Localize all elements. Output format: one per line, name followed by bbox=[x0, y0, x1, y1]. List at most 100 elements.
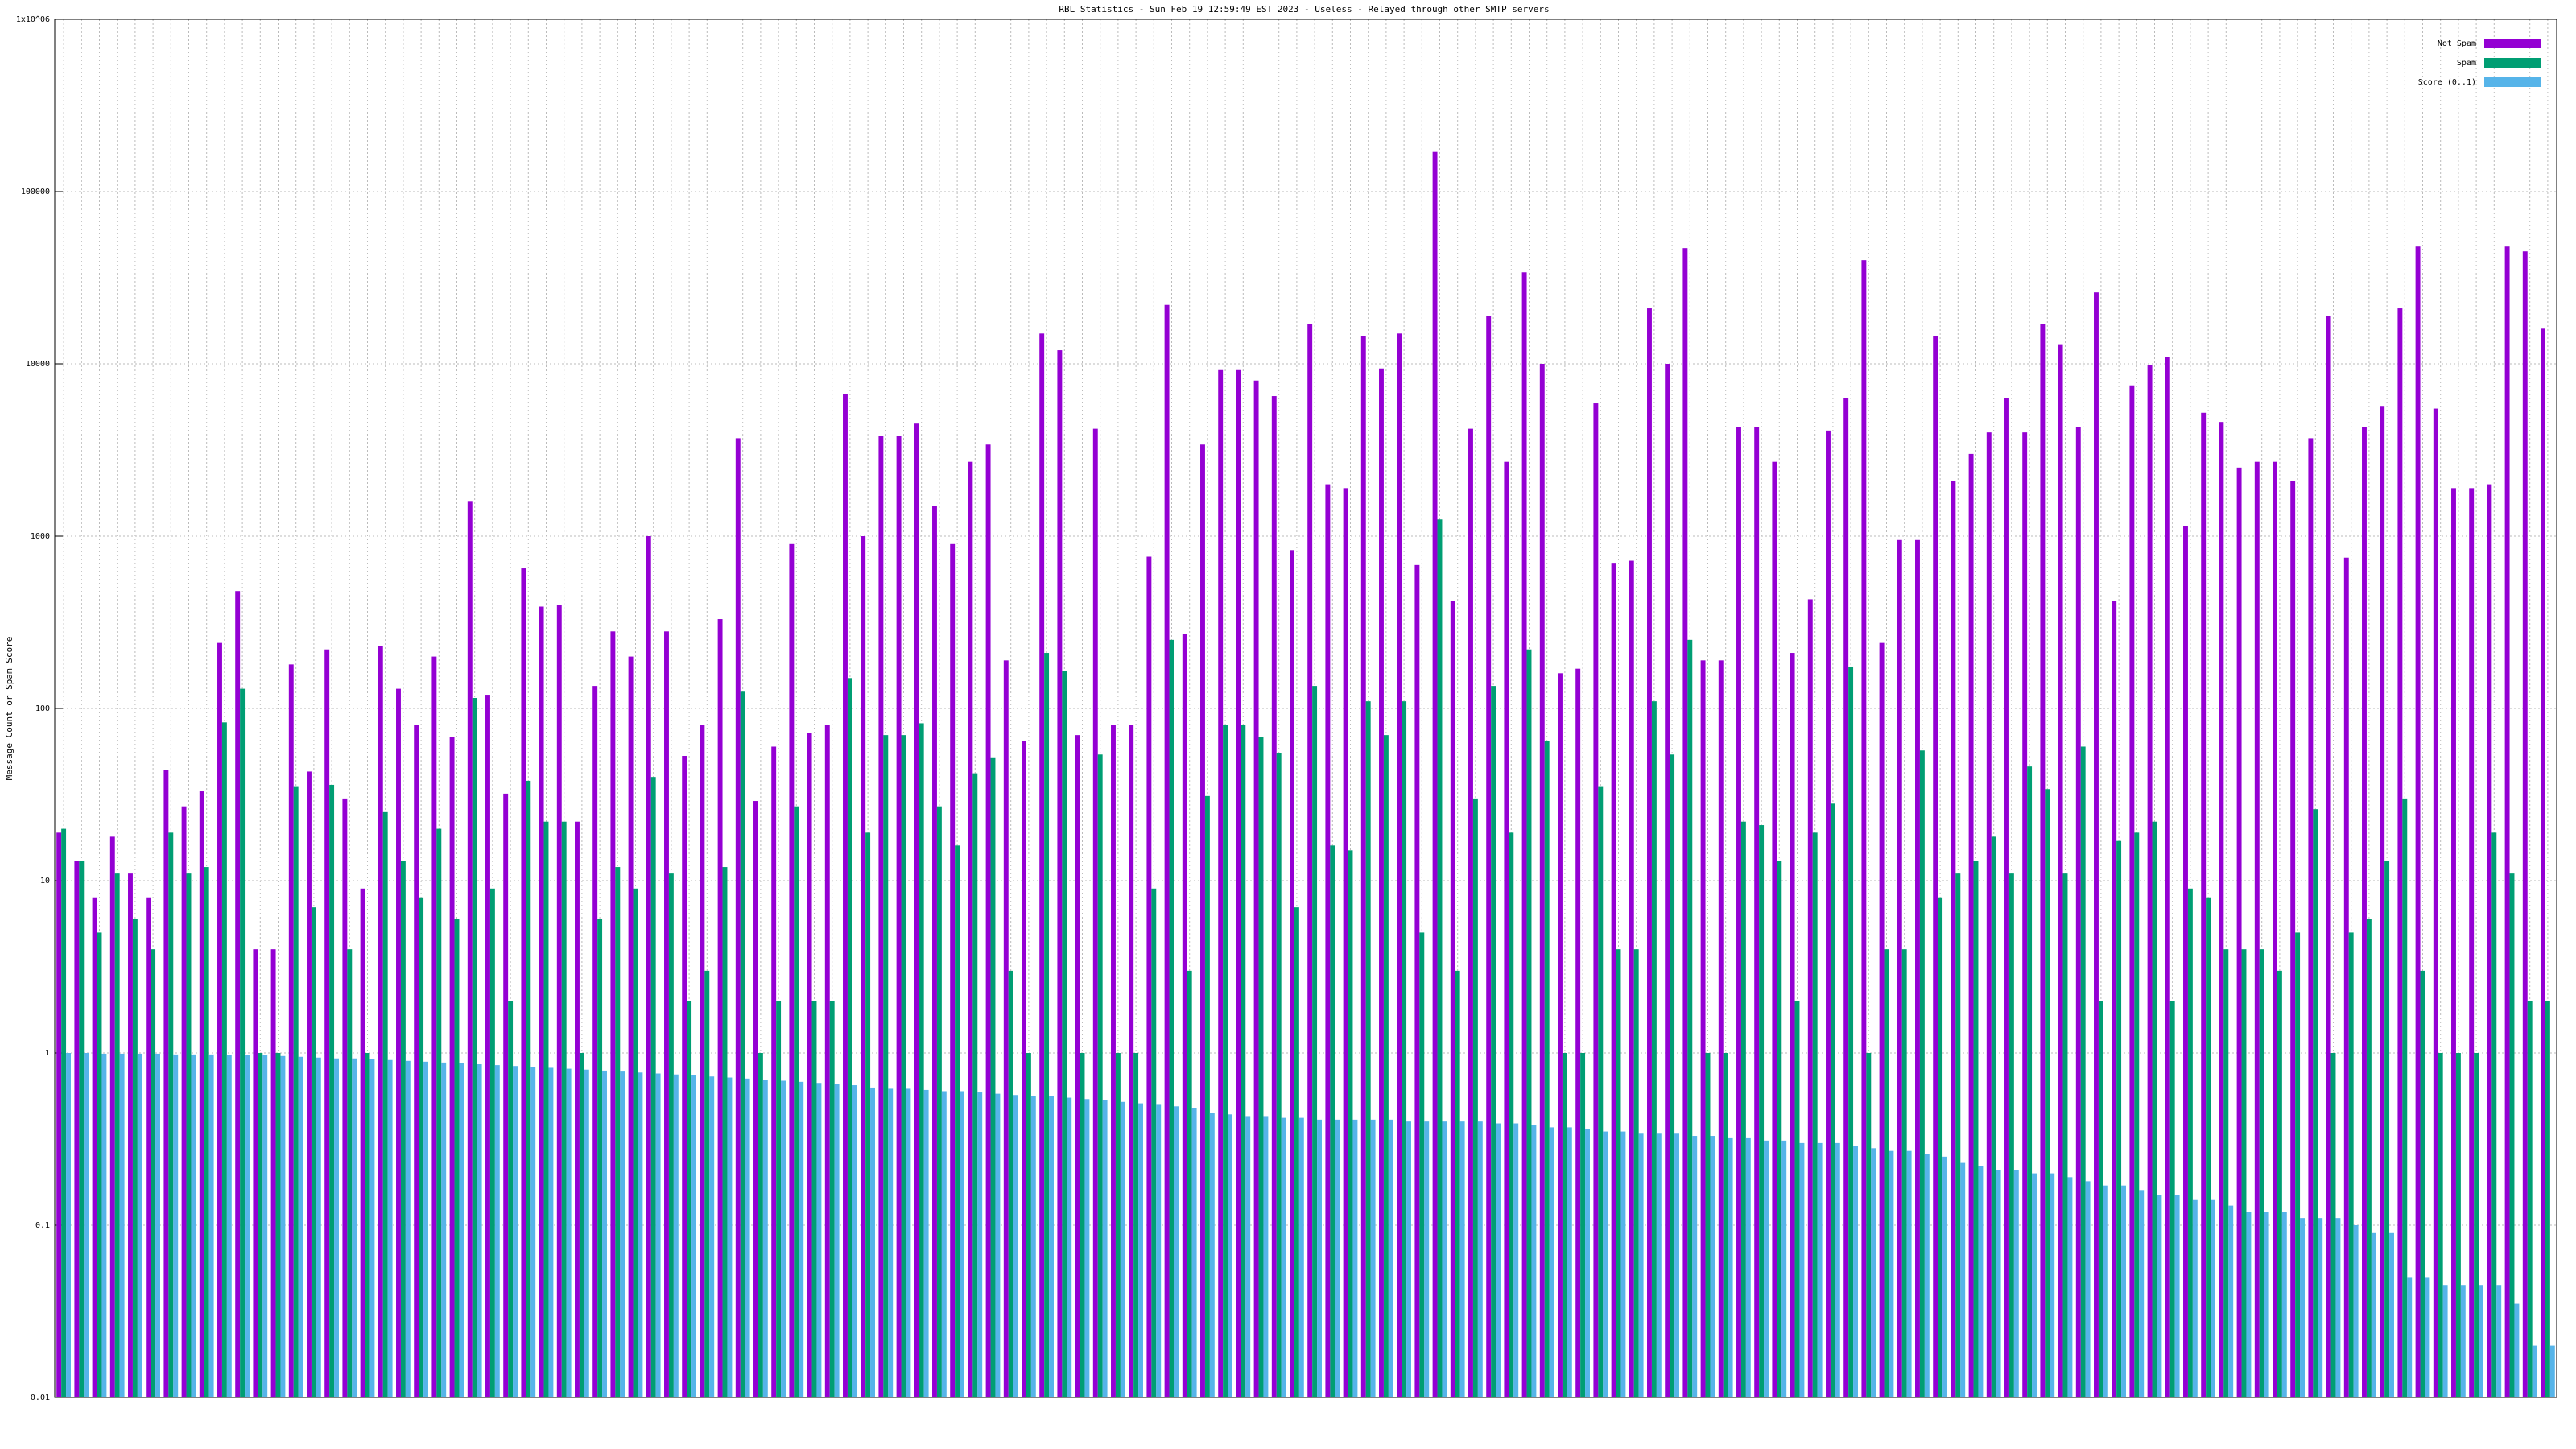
bar bbox=[1665, 364, 1670, 1397]
bar bbox=[2371, 1232, 2376, 1397]
bar bbox=[1312, 686, 1318, 1397]
bar bbox=[1790, 653, 1795, 1397]
bar bbox=[1191, 1108, 1197, 1397]
bar bbox=[270, 949, 276, 1397]
bar bbox=[579, 1053, 584, 1397]
bar bbox=[2420, 970, 2425, 1397]
bar bbox=[650, 777, 656, 1397]
bar bbox=[1003, 660, 1009, 1397]
bar bbox=[1057, 350, 1063, 1398]
bar bbox=[2496, 1285, 2502, 1397]
bar bbox=[414, 724, 419, 1397]
bar bbox=[2219, 422, 2224, 1397]
bar bbox=[1477, 1121, 1483, 1397]
bar bbox=[1915, 539, 1920, 1398]
bar bbox=[1728, 1137, 1733, 1397]
bar bbox=[1938, 897, 1943, 1397]
bar bbox=[1901, 949, 1907, 1397]
bar bbox=[776, 1001, 782, 1397]
bar bbox=[382, 811, 388, 1397]
bar bbox=[2442, 1285, 2448, 1397]
bar bbox=[2455, 1053, 2461, 1397]
bar bbox=[245, 1055, 250, 1397]
bar bbox=[1585, 1129, 1590, 1397]
bar bbox=[2058, 344, 2063, 1398]
bar bbox=[861, 536, 866, 1397]
bar bbox=[1799, 1142, 1805, 1397]
bar bbox=[2085, 1181, 2091, 1397]
y-tick-label: 1x10^06 bbox=[16, 15, 50, 24]
bar bbox=[1682, 248, 1688, 1398]
bar bbox=[1651, 701, 1657, 1397]
bar bbox=[56, 832, 62, 1397]
bar bbox=[2397, 308, 2403, 1398]
bar bbox=[2032, 1173, 2037, 1397]
bar bbox=[2504, 246, 2510, 1398]
bar bbox=[847, 678, 852, 1397]
bar bbox=[186, 873, 192, 1397]
bar bbox=[472, 698, 477, 1397]
bar bbox=[387, 1059, 393, 1397]
bar bbox=[727, 1077, 733, 1397]
bar bbox=[449, 737, 455, 1397]
bar bbox=[2402, 798, 2408, 1397]
bar bbox=[556, 605, 562, 1397]
bar bbox=[1817, 1142, 1823, 1397]
bar bbox=[513, 1066, 518, 1397]
bar bbox=[1740, 821, 1746, 1397]
bar bbox=[226, 1055, 232, 1397]
bar bbox=[1039, 333, 1045, 1398]
bar bbox=[1705, 1053, 1711, 1397]
bar bbox=[735, 438, 741, 1398]
bar bbox=[494, 1065, 500, 1397]
bar bbox=[2277, 970, 2282, 1397]
bar bbox=[1379, 368, 1384, 1398]
bar bbox=[2433, 408, 2438, 1397]
bar bbox=[293, 786, 299, 1397]
bar bbox=[668, 873, 674, 1397]
bar bbox=[1772, 461, 1777, 1397]
bar bbox=[1472, 798, 1478, 1397]
bar bbox=[1580, 1053, 1586, 1397]
bar bbox=[467, 501, 473, 1397]
bar bbox=[2022, 432, 2028, 1397]
bar bbox=[1468, 428, 1473, 1397]
bar bbox=[709, 1076, 715, 1397]
bar bbox=[543, 821, 549, 1397]
bar bbox=[1276, 753, 1282, 1397]
bar bbox=[896, 436, 902, 1398]
bar bbox=[1258, 737, 1264, 1397]
bar bbox=[329, 784, 335, 1397]
bar bbox=[275, 1053, 281, 1397]
bar bbox=[1562, 1053, 1567, 1397]
bar bbox=[2241, 949, 2247, 1397]
bar bbox=[2273, 461, 2277, 1397]
bar bbox=[2487, 484, 2492, 1397]
bar bbox=[2080, 746, 2086, 1397]
bar bbox=[1526, 649, 1532, 1397]
bar bbox=[1008, 970, 1013, 1397]
bar bbox=[789, 543, 795, 1397]
bar bbox=[2004, 398, 2009, 1397]
bar bbox=[360, 888, 365, 1397]
legend-swatch bbox=[2484, 58, 2541, 68]
bar bbox=[1871, 1148, 1876, 1397]
chart-title: RBL Statistics - Sun Feb 19 12:59:49 EST… bbox=[1059, 4, 1549, 14]
bar bbox=[1736, 427, 1741, 1397]
bar bbox=[1330, 845, 1335, 1397]
bar bbox=[816, 1083, 822, 1397]
bar bbox=[2165, 357, 2170, 1397]
bar bbox=[824, 724, 830, 1397]
bar bbox=[566, 1068, 572, 1397]
bar bbox=[1067, 1097, 1072, 1397]
bar bbox=[365, 1053, 370, 1397]
bar bbox=[1638, 1133, 1644, 1397]
bar bbox=[1781, 1140, 1787, 1397]
bar bbox=[673, 1074, 679, 1397]
bar bbox=[1603, 1131, 1608, 1397]
bar bbox=[575, 821, 580, 1397]
bar bbox=[316, 1057, 321, 1397]
bar bbox=[1406, 1121, 1411, 1397]
